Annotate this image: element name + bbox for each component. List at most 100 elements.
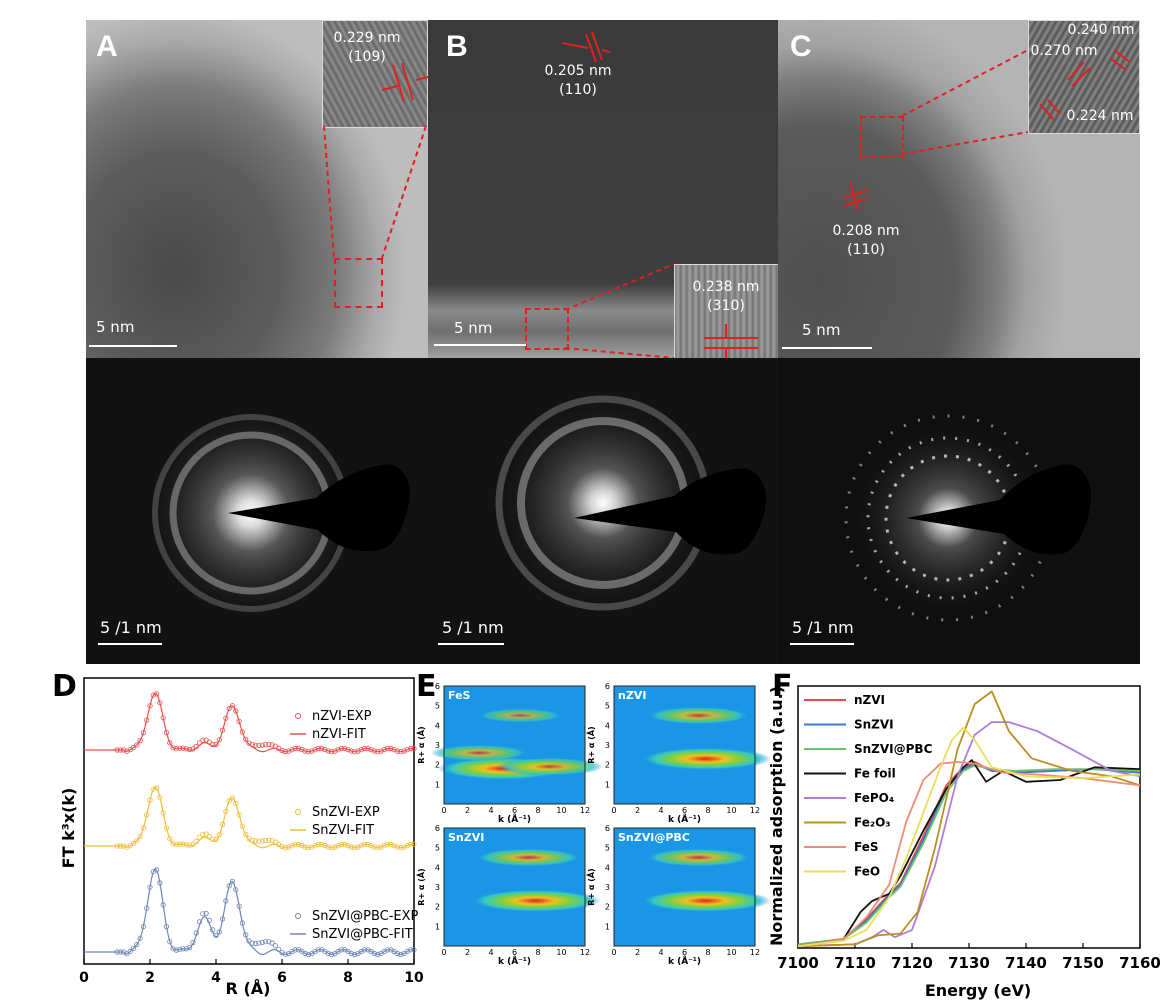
data-point bbox=[299, 842, 305, 849]
data-point bbox=[322, 842, 328, 849]
tem-image-a: A 0.229 nm (109) 5 nm bbox=[86, 20, 428, 358]
data-point bbox=[134, 941, 140, 948]
map-frame bbox=[443, 827, 586, 947]
data-point bbox=[150, 786, 156, 792]
data-point bbox=[239, 823, 245, 829]
y-tick-label-e: 1 bbox=[605, 780, 610, 789]
legend-label-d: SnZVI-FIT bbox=[312, 823, 374, 838]
data-point bbox=[229, 795, 236, 801]
map-intensity-blob bbox=[646, 706, 751, 725]
y-tick-label-e: 2 bbox=[435, 761, 440, 770]
data-point bbox=[187, 944, 193, 951]
x-tick-label-d: 8 bbox=[343, 970, 353, 986]
data-point bbox=[299, 746, 305, 753]
data-point bbox=[229, 878, 236, 884]
x-tick-label-e: 6 bbox=[512, 948, 517, 957]
data-point bbox=[127, 948, 133, 954]
x-tick-label-d: 2 bbox=[145, 970, 155, 986]
data-point bbox=[134, 838, 140, 844]
x-tick-label-f: 7160 bbox=[1119, 954, 1161, 972]
saed-scale-label-c: 5 /1 nm bbox=[792, 618, 854, 637]
x-tick-label-e: 0 bbox=[611, 948, 616, 957]
x-tick-label-d: 0 bbox=[79, 970, 89, 986]
series-snzvi-pbc bbox=[797, 764, 1141, 946]
data-point bbox=[391, 843, 397, 849]
x-tick-label-e: 0 bbox=[611, 806, 616, 815]
x-tick-label-e: 4 bbox=[488, 948, 493, 957]
ylabel-e: R+ α (Å) bbox=[586, 726, 596, 763]
d-spacing-label-a: 0.229 nm (109) bbox=[332, 29, 402, 67]
chart-d: D FT k³x(k) R (Å) 0 2 4 6 8 10 nZVI-EXP nZVI-FI… bbox=[52, 669, 424, 998]
x-tick-label-e: 0 bbox=[441, 806, 446, 815]
data-point bbox=[394, 950, 401, 957]
data-point bbox=[203, 831, 209, 837]
panel-letter-a: A bbox=[96, 30, 118, 63]
series-fe-foil bbox=[797, 759, 1141, 948]
data-point bbox=[345, 747, 351, 753]
map-background bbox=[444, 828, 585, 946]
x-tick-label-e: 4 bbox=[488, 806, 493, 815]
d-spacing-c-c: 0.224 nm bbox=[1066, 108, 1134, 124]
map-intensity-blob bbox=[496, 757, 604, 776]
y-tick-label-e: 5 bbox=[605, 702, 610, 711]
saed-scale-label-a: 5 /1 nm bbox=[100, 618, 162, 637]
scale-bar-label-c: 5 nm bbox=[802, 321, 841, 339]
data-point bbox=[262, 939, 269, 945]
data-point bbox=[137, 738, 143, 744]
data-point bbox=[335, 747, 341, 753]
scale-bar-a bbox=[89, 345, 177, 347]
saed-scale-bar-b bbox=[438, 643, 504, 645]
legend-label-d: nZVI-EXP bbox=[312, 709, 372, 724]
data-point bbox=[269, 742, 275, 748]
x-tick-label-f: 7150 bbox=[1062, 954, 1104, 972]
data-point bbox=[226, 705, 232, 712]
map-intensity-blob bbox=[645, 848, 752, 867]
data-point bbox=[226, 798, 232, 804]
saed-rings-a bbox=[141, 403, 410, 623]
scale-bar-b bbox=[434, 344, 526, 346]
data-point bbox=[262, 742, 269, 748]
series-nzvi bbox=[797, 761, 1141, 946]
map-intensity-blob bbox=[475, 848, 582, 867]
series-snzvi-fit bbox=[84, 786, 415, 849]
data-point bbox=[371, 950, 377, 957]
map-title: SnZVI@PBC bbox=[618, 831, 690, 844]
ylabel-d: FT k³x(k) bbox=[59, 788, 78, 869]
saed-pattern-c: 5 /1 nm bbox=[778, 358, 1140, 664]
y-tick-label-e: 2 bbox=[605, 903, 610, 912]
x-tick-label-f: 7140 bbox=[1005, 954, 1047, 972]
map-frame bbox=[613, 685, 756, 805]
map-background bbox=[614, 828, 755, 946]
data-point bbox=[130, 744, 137, 751]
data-point bbox=[130, 945, 137, 951]
y-tick-label-e: 6 bbox=[605, 824, 610, 833]
d-spacing-c-a: 0.240 nm bbox=[1067, 22, 1135, 38]
d-spacing-c-b: 0.270 nm bbox=[1030, 43, 1098, 59]
legend-label-f: nZVI bbox=[854, 693, 885, 707]
data-point bbox=[266, 939, 272, 945]
y-tick-label-e: 4 bbox=[435, 721, 440, 730]
saed-pattern-a: 5 /1 nm bbox=[86, 358, 428, 664]
panel-letter-b: B bbox=[446, 30, 468, 63]
data-point bbox=[233, 800, 239, 807]
data-point bbox=[348, 950, 354, 957]
x-tick-label-e: 10 bbox=[726, 806, 736, 815]
plot-frame-f bbox=[797, 685, 1141, 949]
selection-box-c bbox=[860, 116, 904, 158]
series-fes bbox=[797, 761, 1141, 948]
data-point bbox=[137, 935, 143, 941]
x-tick-label-e: 0 bbox=[441, 948, 446, 957]
data-point bbox=[256, 838, 262, 844]
data-point bbox=[253, 742, 259, 748]
series-snzvi-pbc-fit bbox=[84, 867, 415, 956]
y-tick-label-e: 4 bbox=[435, 863, 440, 872]
legend-marker-d bbox=[295, 809, 301, 815]
data-point bbox=[170, 745, 176, 751]
data-point bbox=[289, 747, 295, 753]
series-snzvi bbox=[797, 762, 1141, 946]
data-point bbox=[368, 843, 374, 849]
panel-letter-c: C bbox=[790, 30, 812, 63]
data-point bbox=[216, 737, 222, 743]
data-point bbox=[150, 692, 156, 698]
tem-image-c: C 0.240 nm 0.270 nm 0.224 nm 0.208 nm (1… bbox=[778, 20, 1140, 358]
